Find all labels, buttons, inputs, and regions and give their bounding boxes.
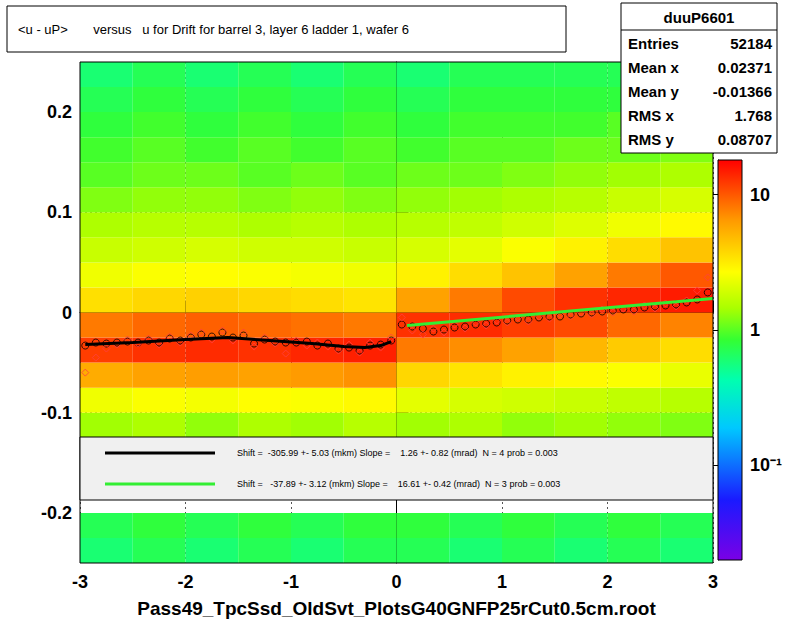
svg-text:duuP6601: duuP6601 bbox=[664, 9, 735, 26]
svg-text:Mean y: Mean y bbox=[628, 83, 680, 100]
svg-text:0: 0 bbox=[62, 303, 72, 323]
svg-text:<u - uP> versus u for: <u - uP> versus u for Drift for barrel 3… bbox=[18, 22, 409, 37]
svg-text:-1: -1 bbox=[283, 572, 299, 592]
svg-text:1: 1 bbox=[750, 320, 760, 340]
svg-text:0.2: 0.2 bbox=[47, 102, 72, 122]
svg-text:Shift = -305.99 +- 5.03 (mkm): Shift = -305.99 +- 5.03 (mkm) Slope = 1.… bbox=[237, 448, 558, 458]
svg-text:0.08707: 0.08707 bbox=[718, 131, 772, 148]
svg-text:0.1: 0.1 bbox=[47, 202, 72, 222]
svg-text:-2: -2 bbox=[177, 572, 193, 592]
svg-text:Pass49_TpcSsd_OldSvt_PlotsG40G: Pass49_TpcSsd_OldSvt_PlotsG40GNFP25rCut0… bbox=[137, 598, 656, 619]
svg-text:RMS y: RMS y bbox=[628, 131, 675, 148]
svg-text:-0.01366: -0.01366 bbox=[713, 83, 772, 100]
svg-text:-0.1: -0.1 bbox=[41, 403, 72, 423]
svg-text:-0.2: -0.2 bbox=[41, 503, 72, 523]
svg-text:10: 10 bbox=[750, 185, 770, 205]
svg-text:Entries: Entries bbox=[628, 35, 679, 52]
svg-text:52184: 52184 bbox=[730, 35, 772, 52]
svg-text:10⁻¹: 10⁻¹ bbox=[750, 455, 782, 475]
svg-text:Mean x: Mean x bbox=[628, 59, 680, 76]
svg-text:1: 1 bbox=[497, 572, 507, 592]
svg-text:1.768: 1.768 bbox=[734, 107, 772, 124]
svg-text:2: 2 bbox=[602, 572, 612, 592]
svg-text:RMS x: RMS x bbox=[628, 107, 675, 124]
svg-text:-3: -3 bbox=[72, 572, 88, 592]
svg-text:Shift = -37.89 +- 3.12 (mkm): Shift = -37.89 +- 3.12 (mkm) Slope = 16.… bbox=[237, 479, 560, 489]
svg-text:0: 0 bbox=[391, 572, 401, 592]
svg-text:0.02371: 0.02371 bbox=[718, 59, 772, 76]
svg-text:3: 3 bbox=[708, 572, 718, 592]
